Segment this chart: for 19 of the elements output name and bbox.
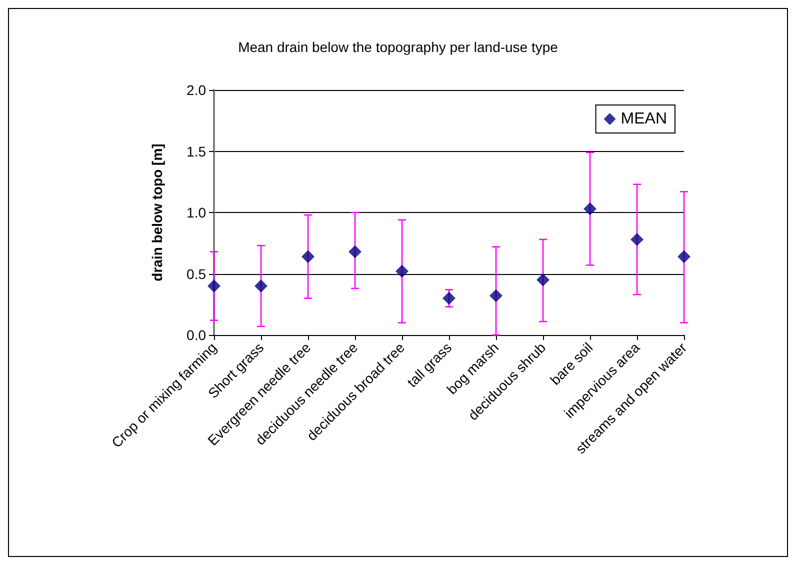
point	[348, 245, 362, 258]
point	[442, 292, 456, 305]
point	[302, 250, 314, 264]
point	[630, 232, 644, 246]
point	[208, 280, 220, 292]
legend-label: MEAN	[620, 110, 668, 128]
chart-title: Mean drain below the topography per land-use type	[238, 39, 558, 55]
y-tick-label: 0.0	[186, 327, 206, 343]
point	[536, 273, 550, 286]
y-axis-title: drain below topo [m]	[149, 144, 165, 282]
y-tick-label: 2.0	[186, 82, 206, 98]
y-tick-label: 1.0	[186, 204, 206, 220]
point	[678, 250, 690, 264]
point	[490, 289, 502, 302]
y-tick-label: 0.5	[186, 266, 206, 282]
point	[254, 280, 268, 292]
point	[584, 202, 596, 216]
point	[396, 264, 408, 278]
y-tick-label: 1.5	[186, 143, 206, 160]
